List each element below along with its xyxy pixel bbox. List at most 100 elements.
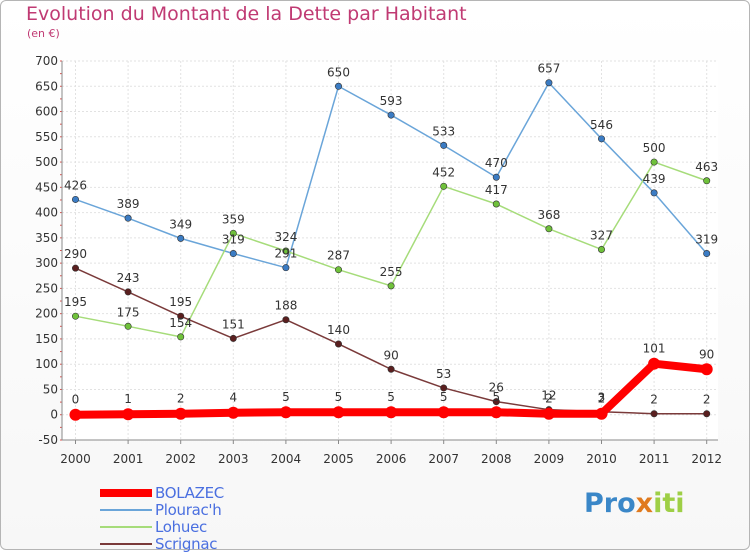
data-label: 243 <box>117 271 140 285</box>
x-tick-label: 2006 <box>376 452 407 466</box>
data-point <box>387 365 395 373</box>
data-label: 368 <box>537 208 560 222</box>
data-point <box>282 316 290 324</box>
x-tick-label: 2007 <box>428 452 459 466</box>
data-point <box>385 406 398 419</box>
legend-swatch <box>100 525 152 528</box>
data-point <box>440 384 448 392</box>
data-point <box>597 135 605 143</box>
y-tick-label: -50 <box>38 433 58 447</box>
legend-label: Lohuec <box>155 517 207 536</box>
legend-swatch <box>100 508 152 511</box>
data-point <box>492 200 500 208</box>
data-label: 2 <box>703 393 711 407</box>
data-label: 546 <box>590 118 613 132</box>
data-label: 5 <box>492 390 500 404</box>
data-label: 287 <box>327 249 350 263</box>
data-label: 53 <box>436 367 451 381</box>
y-tick-label: 100 <box>35 357 58 371</box>
legend-item: Scrignac <box>100 534 224 553</box>
data-point <box>334 266 342 274</box>
y-tick-label: 550 <box>35 130 58 144</box>
data-label: 452 <box>432 165 455 179</box>
data-point <box>700 363 713 376</box>
data-point <box>279 406 292 419</box>
data-label: 2 <box>177 392 185 406</box>
data-label: 90 <box>699 347 714 361</box>
data-label: 290 <box>64 247 87 261</box>
data-point <box>72 195 80 203</box>
data-point <box>595 407 608 420</box>
data-point <box>490 406 503 419</box>
y-tick-label: 700 <box>35 54 58 68</box>
data-point <box>703 250 711 258</box>
chart-title: Evolution du Montant de la Dette par Hab… <box>26 3 467 25</box>
data-point <box>387 282 395 290</box>
data-label: 3 <box>598 391 606 405</box>
x-tick-label: 2008 <box>481 452 512 466</box>
data-point <box>332 406 345 419</box>
data-point <box>229 334 237 342</box>
legend-label: Scrignac <box>155 534 218 553</box>
data-point <box>650 158 658 166</box>
data-point <box>334 340 342 348</box>
data-label: 417 <box>485 183 508 197</box>
data-label: 5 <box>335 390 343 404</box>
data-point <box>72 312 80 320</box>
data-label: 140 <box>327 323 350 337</box>
y-tick-label: 50 <box>43 382 58 396</box>
x-tick-label: 2004 <box>271 452 302 466</box>
data-label: 0 <box>72 393 80 407</box>
data-point <box>440 182 448 190</box>
data-label: 2 <box>545 392 553 406</box>
data-label: 5 <box>387 390 395 404</box>
data-point <box>122 408 135 421</box>
data-label: 101 <box>643 342 666 356</box>
data-label: 175 <box>117 305 140 319</box>
data-label: 255 <box>380 265 403 279</box>
legend-label: BOLAZEC <box>155 483 224 502</box>
data-label: 324 <box>274 230 297 244</box>
y-tick-label: 400 <box>35 206 58 220</box>
data-label: 359 <box>222 212 245 226</box>
data-label: 349 <box>169 217 192 231</box>
data-point <box>282 247 290 255</box>
data-point <box>177 312 185 320</box>
data-point <box>124 322 132 330</box>
data-label: 319 <box>222 233 245 247</box>
y-tick-label: 650 <box>35 79 58 93</box>
data-point <box>124 288 132 296</box>
y-tick-label: 0 <box>50 408 58 422</box>
data-label: 439 <box>643 172 666 186</box>
data-point <box>542 407 555 420</box>
data-point <box>72 264 80 272</box>
data-label: 2 <box>650 393 658 407</box>
x-tick-label: 2011 <box>639 452 670 466</box>
x-tick-label: 2010 <box>586 452 617 466</box>
data-point <box>650 189 658 197</box>
x-tick-label: 2000 <box>60 452 91 466</box>
y-tick-label: 250 <box>35 281 58 295</box>
logo-part-1: Pro <box>584 488 636 519</box>
data-point <box>545 79 553 87</box>
data-label: 463 <box>695 160 718 174</box>
x-tick-label: 2009 <box>534 452 565 466</box>
data-label: 533 <box>432 124 455 138</box>
data-point <box>437 406 450 419</box>
chart-subtitle: (en €) <box>27 27 60 40</box>
logo-part-3: iti <box>653 488 685 519</box>
data-point <box>387 111 395 119</box>
data-point <box>177 234 185 242</box>
data-label: 500 <box>643 141 666 155</box>
data-point <box>703 410 711 418</box>
logo-part-2: x <box>635 488 654 519</box>
data-point <box>282 264 290 272</box>
data-point <box>229 250 237 258</box>
data-point <box>492 398 500 406</box>
y-tick-label: 600 <box>35 105 58 119</box>
legend-swatch <box>100 488 152 497</box>
legend-item: Lohuec <box>100 517 224 536</box>
data-point <box>229 229 237 237</box>
y-tick-label: 150 <box>35 332 58 346</box>
